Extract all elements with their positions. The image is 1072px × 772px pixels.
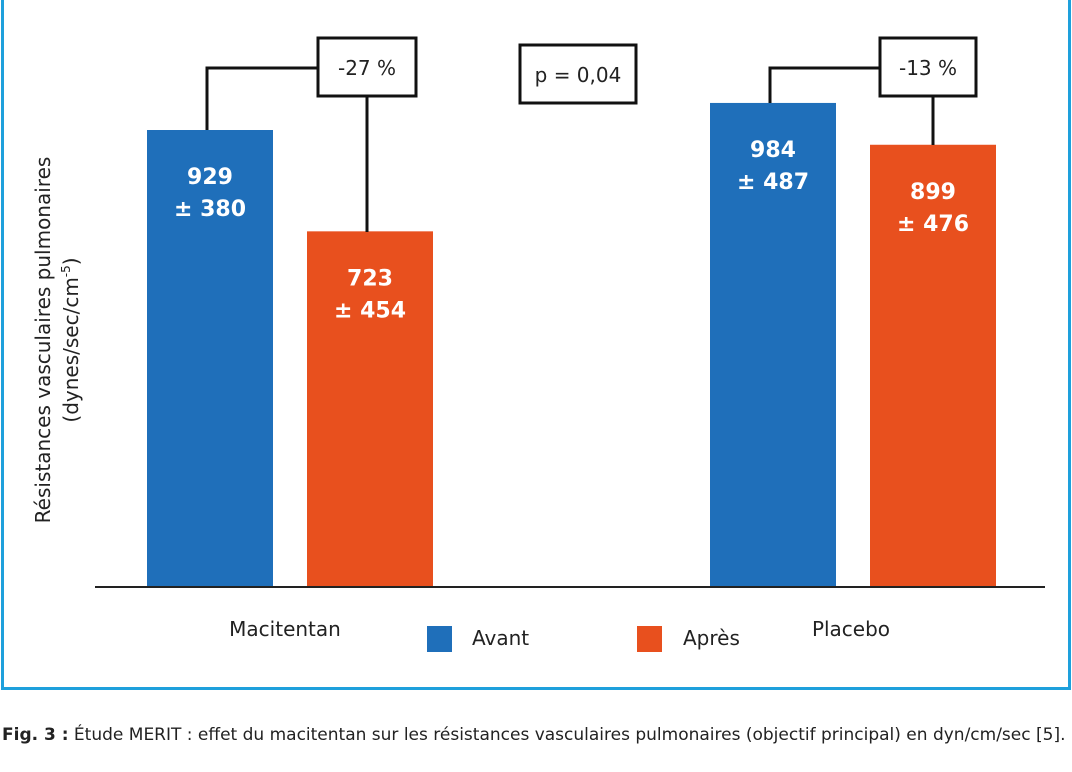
figure-frame: [1, 0, 1071, 690]
bracket-placebo: [768, 66, 880, 103]
legend-swatch-avant: [427, 626, 452, 652]
category-label-placebo: Placebo: [812, 617, 890, 641]
change-label-macitentan: -27 %: [338, 56, 396, 80]
caption-label: Fig. 3 :: [2, 725, 69, 745]
caption-text: Étude MERIT : effet du macitentan sur le…: [68, 725, 1066, 745]
figure-caption: Fig. 3 : Étude MERIT : effet du macitent…: [2, 723, 1070, 748]
bar-value-label: 984: [750, 138, 796, 163]
p-value-box: [518, 43, 638, 105]
bar-macitentan-avant: [147, 130, 273, 587]
bar-value-label: 929: [187, 165, 233, 190]
bar-sd-label: ± 380: [174, 197, 246, 222]
bar-placebo-apres: [870, 144, 996, 587]
bar-chart: Résistances vasculaires pulmonaires (dyn…: [31, 36, 1045, 652]
y-axis-unit: (dynes/sec/cm-5): [59, 257, 83, 422]
category-label-macitentan: Macitentan: [229, 617, 341, 641]
bar-sd-label: ± 476: [897, 212, 969, 237]
y-axis-label: Résistances vasculaires pulmonaires: [31, 157, 55, 524]
legend-label-apres: Après: [683, 626, 740, 650]
change-box-placebo: [878, 36, 978, 98]
bar-value-label: 723: [347, 266, 393, 291]
bar-placebo-avant: [710, 102, 836, 587]
bar-sd-label: ± 454: [334, 298, 406, 323]
bar-macitentan-apres: [307, 231, 433, 587]
bar-sd-label: ± 487: [737, 170, 809, 195]
legend-swatch-apres: [637, 626, 662, 652]
bracket-macitentan: [205, 66, 318, 130]
change-label-placebo: -13 %: [899, 56, 957, 80]
bar-value-label: 899: [910, 180, 956, 205]
p-value-label: p = 0,04: [535, 63, 622, 87]
change-box-macitentan: [316, 36, 418, 98]
legend-label-avant: Avant: [472, 626, 529, 650]
